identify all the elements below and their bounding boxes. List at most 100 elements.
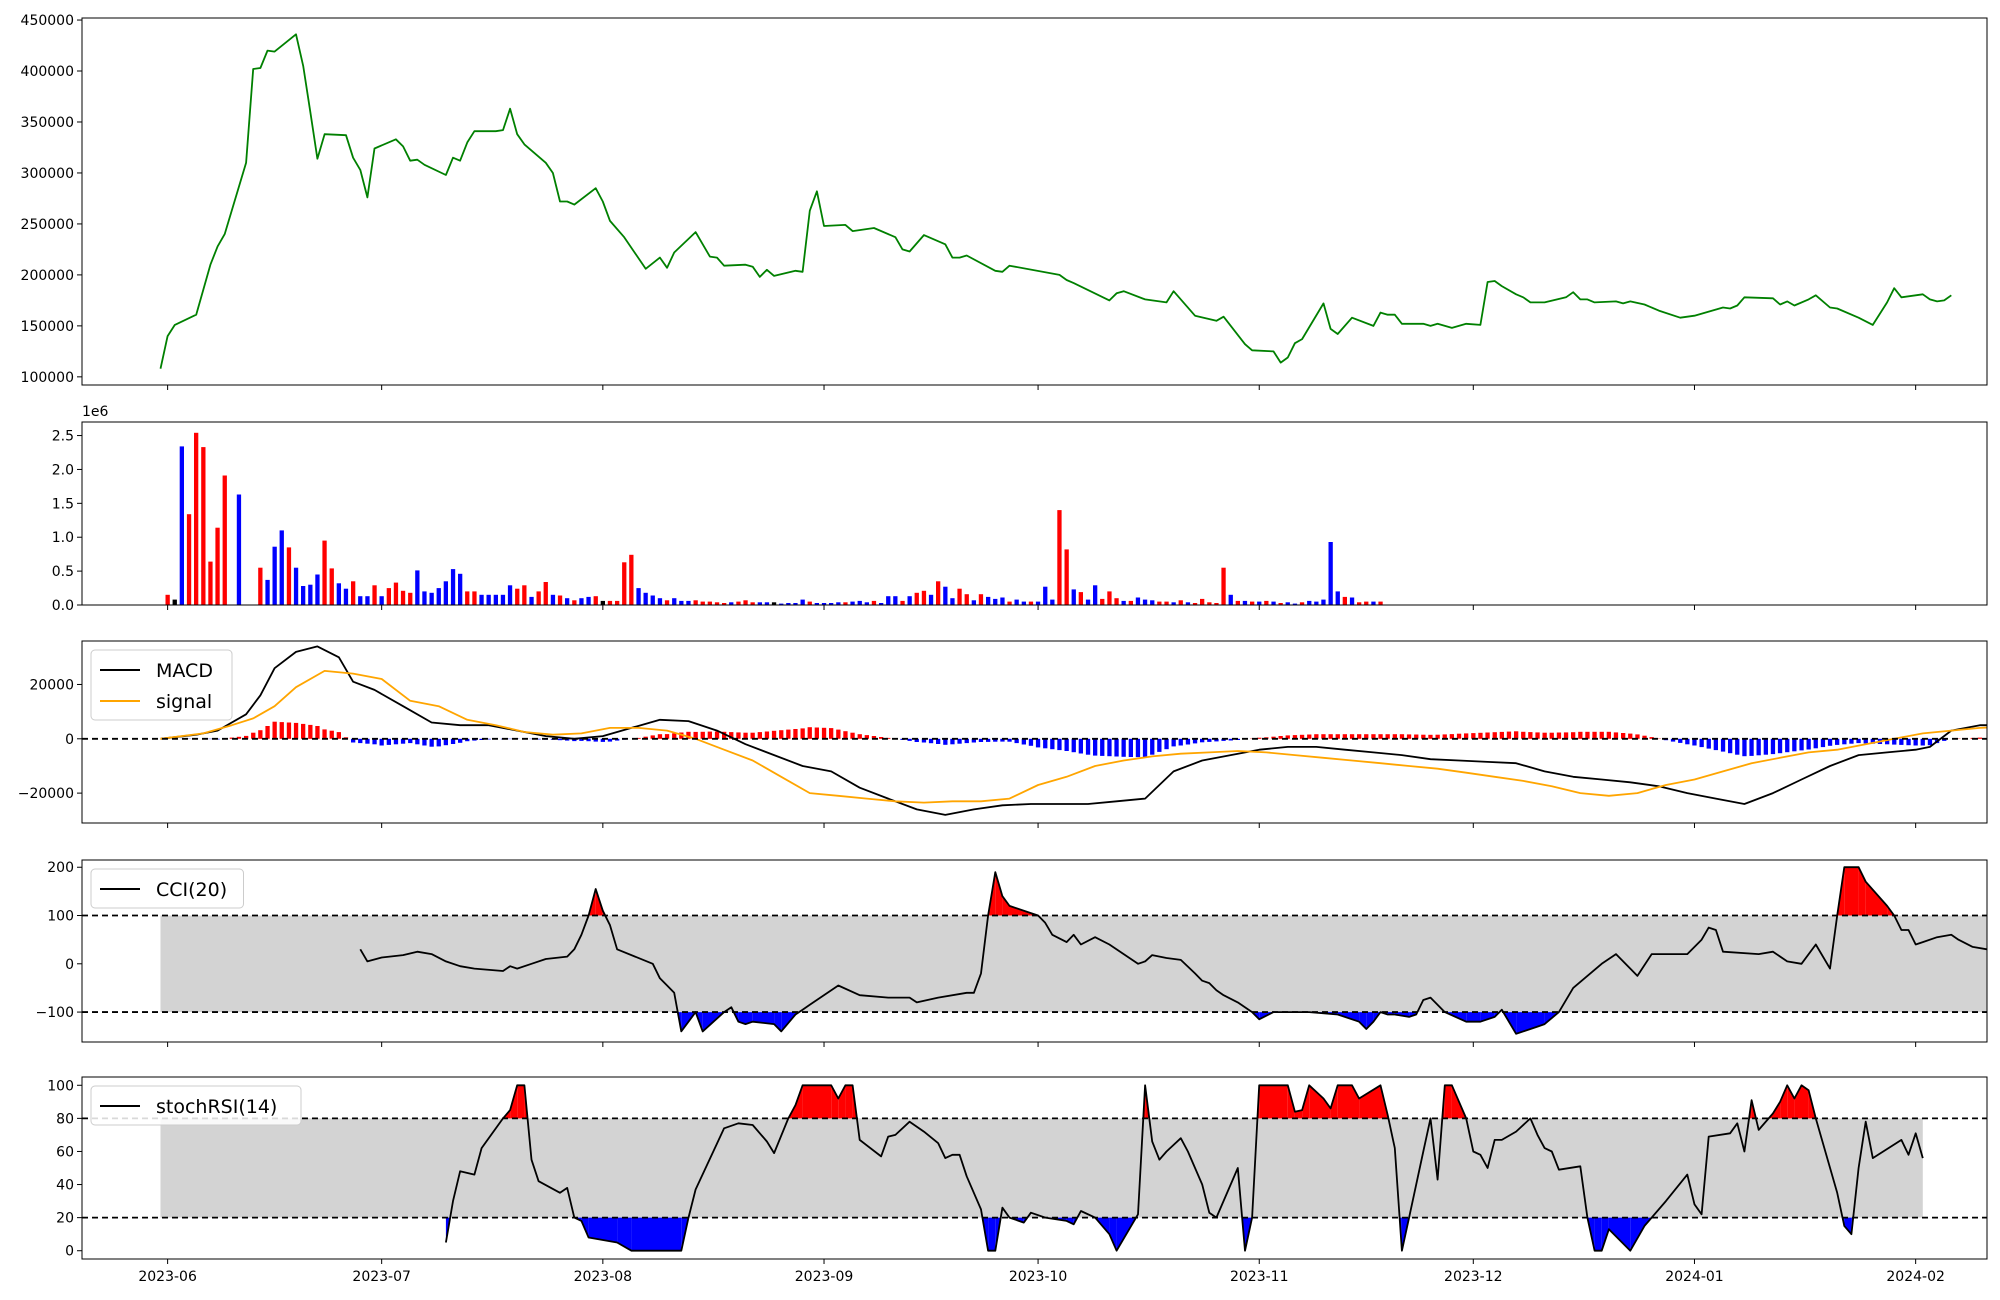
volume-bar — [672, 598, 677, 605]
volume-bar — [1364, 601, 1369, 605]
macd-histogram-bar — [807, 727, 812, 739]
oversold-fill — [1480, 1012, 1495, 1022]
volume-bar — [943, 586, 948, 605]
macd-histogram-bar — [1121, 738, 1126, 757]
y-tick-label: 2.0 — [52, 462, 74, 478]
macd-histogram-bar — [1385, 734, 1390, 739]
volume-bar — [1192, 603, 1198, 605]
macd-histogram-bar — [251, 732, 256, 739]
macd-histogram-bar — [914, 738, 919, 742]
macd-histogram-bar — [672, 733, 677, 739]
volume-bar — [1035, 601, 1041, 605]
stochrsi-14--line — [445, 1084, 1924, 1252]
overbought-fill — [1780, 1085, 1788, 1119]
volume-bar — [1064, 549, 1069, 605]
macd-histogram-bar — [1621, 733, 1626, 739]
macd-histogram-bar — [986, 738, 991, 742]
cci-neutral-band — [160, 915, 1987, 1013]
macd-histogram-bar — [1128, 738, 1133, 757]
y-tick-label: 1.5 — [52, 496, 74, 512]
volume-bar — [743, 600, 748, 605]
macd-histogram-bar — [1035, 738, 1041, 748]
volume-bar — [272, 546, 277, 605]
macd-histogram-bar — [1428, 734, 1433, 739]
volume-bar — [921, 590, 927, 605]
y-tick-label: 200 — [47, 860, 74, 876]
overbought-fill — [1865, 881, 1888, 916]
macd-histogram-bar — [1014, 738, 1019, 744]
y-tick-label: 300000 — [21, 166, 74, 182]
volume-bar — [1278, 603, 1283, 605]
volume-bar — [515, 588, 520, 605]
macd-histogram-bar — [465, 738, 470, 742]
macd-histogram-bar — [1043, 738, 1048, 749]
y-tick-label: 450000 — [21, 13, 74, 29]
x-tick-label: 2023-09 — [795, 1269, 854, 1285]
macd-histogram-bar — [265, 726, 270, 739]
macd-histogram-bar — [1885, 738, 1890, 745]
macd-histogram-bar — [1870, 738, 1875, 744]
macd-histogram-bar — [1178, 738, 1183, 746]
macd-histogram-bar — [1057, 738, 1062, 751]
macd-histogram-bar — [415, 738, 420, 745]
volume-bar — [572, 600, 577, 605]
volume-bar — [1150, 600, 1155, 605]
volume-bar — [215, 527, 220, 605]
macd-histogram-bar — [750, 732, 755, 739]
volume-bar — [1128, 600, 1133, 605]
macd-histogram-bar — [329, 730, 334, 739]
macd-histogram-bar — [1278, 736, 1283, 739]
legend-box — [90, 649, 233, 721]
volume-bar — [864, 602, 869, 605]
volume-bar — [1299, 602, 1305, 605]
macd-histogram-bar — [593, 738, 598, 742]
macd-histogram-bar — [1292, 735, 1298, 739]
macd-histogram-bar — [565, 738, 570, 741]
macd-histogram-bar — [1100, 738, 1105, 756]
legend-label: stochRSI(14) — [156, 1096, 277, 1118]
macd-histogram-bar — [814, 727, 819, 739]
cci-panel: −100 0 100 200 CCI(20) — [36, 859, 1988, 1047]
volume-bar — [557, 595, 563, 605]
volume-bar — [1007, 601, 1012, 605]
macd-histogram-bar — [358, 738, 363, 744]
volume-bar — [607, 600, 613, 605]
macd-histogram-bar — [1749, 738, 1754, 756]
volume-bar — [936, 581, 941, 605]
macd-histogram-bar — [1585, 731, 1590, 739]
macd-histogram-bar — [1806, 738, 1811, 750]
macd-histogram-bar — [1207, 738, 1212, 742]
macd-histogram-bar — [1085, 738, 1091, 755]
macd-histogram-bar — [800, 728, 805, 739]
macd-histogram-bar — [1863, 738, 1868, 744]
macd-histogram-bar — [1093, 738, 1098, 756]
volume-bar — [507, 585, 513, 605]
volume-bar — [1000, 597, 1005, 605]
price-axes-frame — [81, 17, 1988, 386]
volume-bar — [821, 603, 827, 605]
volume-bar — [786, 603, 791, 605]
macd-histogram-bar — [258, 730, 263, 739]
y-tick-label: 80 — [56, 1111, 74, 1127]
macd-histogram-bar — [600, 738, 605, 742]
volume-bar — [1314, 601, 1319, 605]
macd-histogram-bar — [1977, 737, 1982, 739]
y-tick-label: 350000 — [21, 115, 74, 131]
oversold-fill — [1359, 1012, 1367, 1029]
macd-histogram-bar — [286, 722, 292, 739]
macd-histogram-bar — [1906, 738, 1911, 746]
macd-histogram-bar — [1521, 731, 1526, 739]
volume-bar — [500, 594, 506, 605]
oversold-fill — [988, 1217, 996, 1251]
volume-bar — [1114, 598, 1119, 605]
volume-bar — [550, 594, 556, 605]
volume-bar — [165, 594, 170, 605]
volume-bar — [351, 581, 356, 605]
macd-histogram-bar — [1556, 732, 1562, 739]
volume-bar — [1185, 602, 1191, 605]
macd-histogram-bar — [386, 738, 391, 745]
macd-histogram-bar — [1371, 734, 1376, 739]
volume-bar — [643, 592, 648, 605]
macd-histogram-bar — [351, 738, 356, 743]
overbought-fill — [1444, 1085, 1452, 1119]
